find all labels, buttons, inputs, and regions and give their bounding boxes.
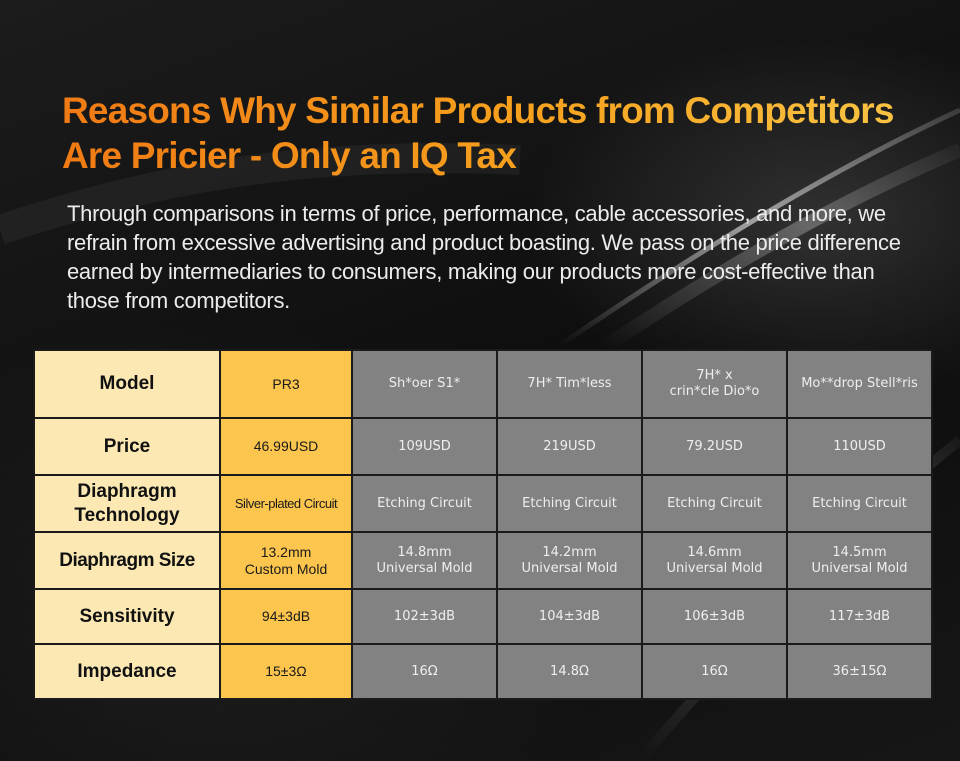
competitor-sensitivity: 104±3dB [496, 588, 643, 645]
competitor-impedance: 16Ω [641, 643, 788, 700]
table-row-impedance: Impedance 15±3Ω 16Ω 14.8Ω 16Ω 36±15Ω [33, 643, 933, 700]
competitor-diaphragm-technology: Etching Circuit [786, 474, 933, 533]
our-sensitivity: 94±3dB [219, 588, 353, 645]
competitor-name: 7H* Tim*less [496, 349, 643, 419]
competitor-price: 79.2USD [641, 417, 788, 476]
competitor-diaphragm-size: 14.5mm Universal Mold [786, 531, 933, 590]
competitor-sensitivity: 102±3dB [351, 588, 498, 645]
competitor-name: Sh*oer S1* [351, 349, 498, 419]
table-row-diaphragm-size: Diaphragm Size 13.2mm Custom Mold 14.8mm… [33, 531, 933, 590]
comparison-table: Model PR3 Sh*oer S1* 7H* Tim*less 7H* x … [33, 349, 933, 700]
our-diaphragm-technology: Silver-plated Circuit [219, 474, 353, 533]
our-product-name: PR3 [219, 349, 353, 419]
competitor-price: 110USD [786, 417, 933, 476]
page-title: Reasons Why Similar Products from Compet… [62, 88, 922, 178]
competitor-name: 7H* x crin*cle Dio*o [641, 349, 788, 419]
competitor-impedance: 14.8Ω [496, 643, 643, 700]
row-label-sensitivity: Sensitivity [33, 588, 221, 645]
competitor-price: 109USD [351, 417, 498, 476]
competitor-price: 219USD [496, 417, 643, 476]
table-row-diaphragm-technology: Diaphragm Technology Silver-plated Circu… [33, 474, 933, 533]
table-row-sensitivity: Sensitivity 94±3dB 102±3dB 104±3dB 106±3… [33, 588, 933, 645]
row-label-price: Price [33, 417, 221, 476]
competitor-sensitivity: 106±3dB [641, 588, 788, 645]
competitor-diaphragm-size: 14.2mm Universal Mold [496, 531, 643, 590]
our-price: 46.99USD [219, 417, 353, 476]
competitor-diaphragm-technology: Etching Circuit [641, 474, 788, 533]
competitor-impedance: 16Ω [351, 643, 498, 700]
table-header-row: Model PR3 Sh*oer S1* 7H* Tim*less 7H* x … [33, 349, 933, 419]
intro-paragraph: Through comparisons in terms of price, p… [67, 201, 901, 313]
row-label-diaphragm-technology: Diaphragm Technology [33, 474, 221, 533]
competitor-diaphragm-size: 14.6mm Universal Mold [641, 531, 788, 590]
row-label-impedance: Impedance [33, 643, 221, 700]
row-label-model: Model [33, 349, 221, 419]
competitor-diaphragm-size: 14.8mm Universal Mold [351, 531, 498, 590]
our-diaphragm-size: 13.2mm Custom Mold [219, 531, 353, 590]
competitor-sensitivity: 117±3dB [786, 588, 933, 645]
our-impedance: 15±3Ω [219, 643, 353, 700]
competitor-name: Mo**drop Stell*ris [786, 349, 933, 419]
row-label-diaphragm-size: Diaphragm Size [33, 531, 221, 590]
competitor-diaphragm-technology: Etching Circuit [496, 474, 643, 533]
table-row-price: Price 46.99USD 109USD 219USD 79.2USD 110… [33, 417, 933, 476]
competitor-diaphragm-technology: Etching Circuit [351, 474, 498, 533]
competitor-impedance: 36±15Ω [786, 643, 933, 700]
